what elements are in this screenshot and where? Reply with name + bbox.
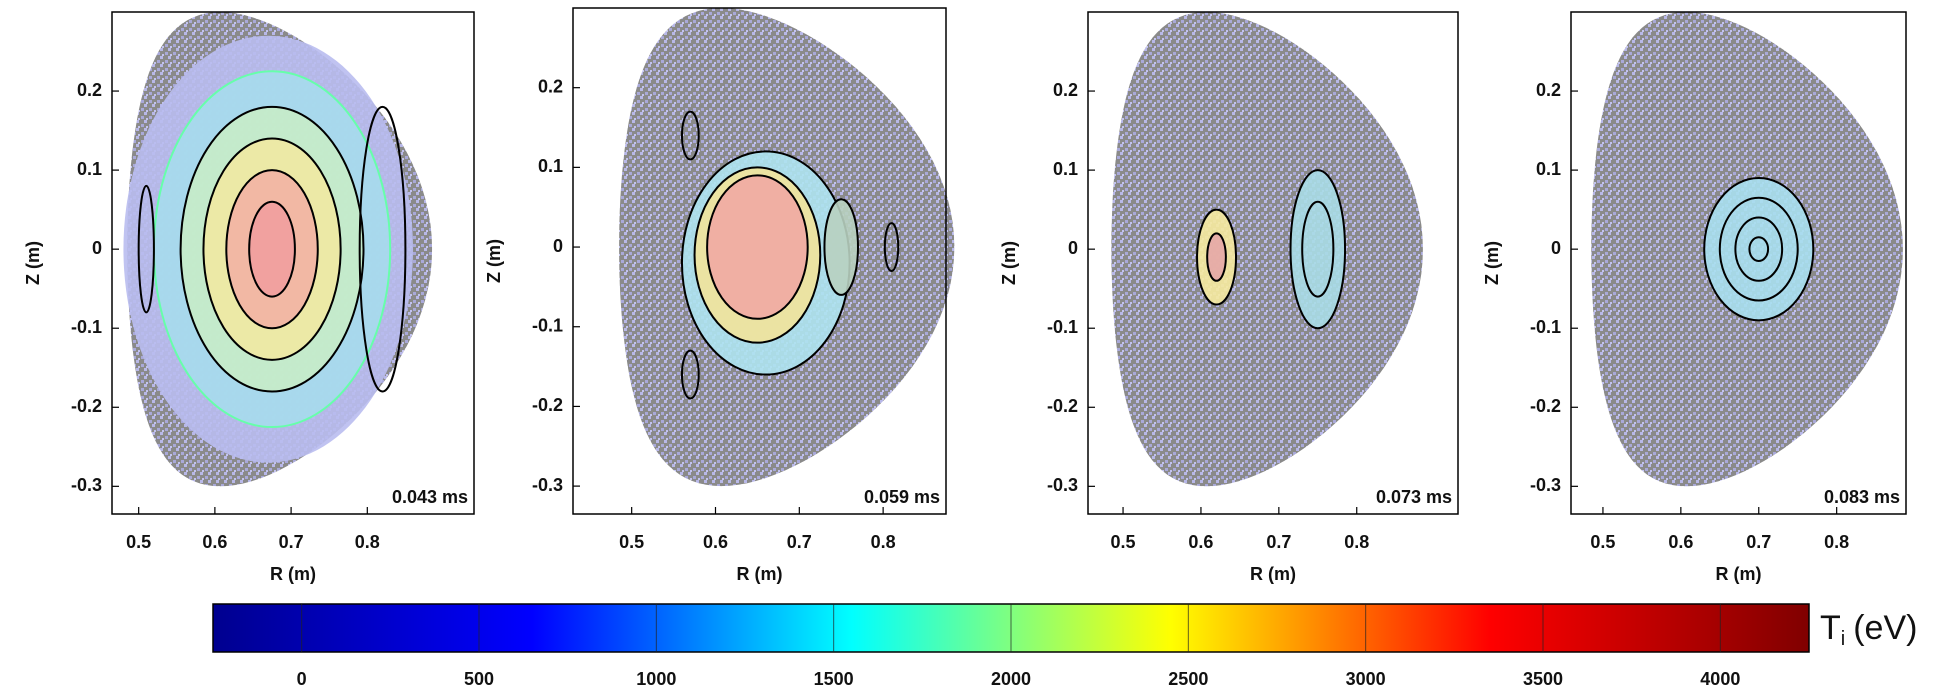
y-tick-label: 0 [553,236,563,256]
x-tick-label: 0.6 [202,532,227,552]
y-tick-label: 0.1 [77,159,102,179]
contour [883,222,900,272]
y-tick-label: 0.2 [1536,80,1561,100]
x-tick-label: 0.6 [703,532,728,552]
y-tick-label: -0.1 [532,315,563,335]
axes-frame [572,7,947,515]
contour [823,198,859,296]
y-tick-label: 0.1 [1053,159,1078,179]
colorbar-tick-label: 1500 [814,669,854,686]
panel: 0.5 0.6 0.7 0.8 0.2 0.1 0 -0.1 -0.2 -0.3 R (m) Z (m… [999,11,1459,584]
colorbar-tick-label: 2000 [991,669,1031,686]
y-axis-label: Z (m) [484,239,504,283]
colorbar-tick-label: 3000 [1346,669,1386,686]
contour [680,110,700,161]
x-tick-label: 0.7 [1266,532,1291,552]
x-tick-label: 0.6 [1668,532,1693,552]
y-tick-label: -0.3 [532,475,563,495]
y-tick-label: 0 [1551,238,1561,258]
y-tick-label: -0.1 [1530,317,1561,337]
panel: 0.5 0.6 0.7 0.8 0.2 0.1 0 -0.1 -0.2 -0.3 R (m) Z (m… [1482,11,1907,584]
x-axis-label: R (m) [1716,564,1762,584]
y-axis-label: Z (m) [23,241,43,285]
axes-frame [1087,11,1459,515]
x-tick-label: 0.8 [871,532,896,552]
x-tick-label: 0.5 [1590,532,1615,552]
colorbar-label-part: i [1841,628,1845,650]
x-tick-label: 0.8 [1824,532,1849,552]
y-tick-label: -0.1 [71,317,102,337]
y-tick-label: 0.2 [1053,80,1078,100]
y-tick-label: -0.2 [1530,396,1561,416]
panel: 0.5 0.6 0.7 0.8 0.2 0.1 0 -0.1 -0.2 -0.3 R (m) Z (m… [23,11,475,584]
colorbar: 0 500 1000 1500 2000 2500 3000 3500 4000 Ti (eV) [212,603,1917,686]
y-tick-label: 0 [1068,238,1078,258]
time-annotation: 0.073 ms [1376,487,1452,507]
contour [1301,200,1335,298]
x-axis-label: R (m) [270,564,316,584]
x-tick-label: 0.5 [1111,532,1136,552]
y-tick-label: 0.1 [1536,159,1561,179]
x-tick-label: 0.8 [1344,532,1369,552]
contour [1289,169,1347,330]
x-tick-label: 0.7 [1746,532,1771,552]
colorbar-tick-label: 500 [464,669,494,686]
x-tick-label: 0.8 [355,532,380,552]
y-tick-label: -0.2 [1047,396,1078,416]
contour [358,105,407,393]
colorbar-label-part: (eV) [1853,609,1917,647]
colorbar-tick-label: 4000 [1700,669,1740,686]
x-tick-label: 0.7 [279,532,304,552]
x-tick-label: 0.6 [1188,532,1213,552]
panel: 0.5 0.6 0.7 0.8 0.2 0.1 0 -0.1 -0.2 -0.3 R (m) Z (m… [484,7,955,584]
time-annotation: 0.043 ms [392,487,468,507]
colorbar-tick-label: 2500 [1168,669,1208,686]
axes-frame [1570,11,1907,515]
y-tick-label: 0.2 [77,80,102,100]
colorbar-tick-label: 0 [297,669,307,686]
y-tick-label: 0 [92,238,102,258]
y-tick-label: -0.3 [71,475,102,495]
contour [680,349,700,400]
y-tick-label: -0.2 [71,396,102,416]
y-tick-label: -0.2 [532,395,563,415]
y-tick-label: 0.2 [538,76,563,96]
plasma-cross-section [1111,12,1423,487]
contour [1748,236,1770,263]
colorbar-label-part: T [1820,609,1841,647]
x-axis-label: R (m) [737,564,783,584]
x-axis-label: R (m) [1250,564,1296,584]
x-tick-label: 0.7 [787,532,812,552]
contour [248,200,296,298]
y-tick-label: -0.1 [1047,317,1078,337]
axes-frame [111,11,475,515]
x-tick-label: 0.5 [619,532,644,552]
y-tick-label: -0.3 [1530,475,1561,495]
time-annotation: 0.059 ms [864,487,940,507]
y-tick-label: -0.3 [1047,475,1078,495]
colorbar-tick-label: 3500 [1523,669,1563,686]
x-tick-label: 0.5 [126,532,151,552]
contour [1734,216,1784,282]
time-annotation: 0.083 ms [1824,487,1900,507]
y-axis-label: Z (m) [999,241,1019,285]
contour [1718,196,1799,302]
contour [1206,232,1227,282]
y-axis-label: Z (m) [1482,241,1502,285]
contour [137,184,155,314]
contour [706,174,809,320]
y-tick-label: 0.1 [538,156,563,176]
colorbar-tick-label: 1000 [636,669,676,686]
colorbar-label: Ti (eV) [1820,609,1917,650]
